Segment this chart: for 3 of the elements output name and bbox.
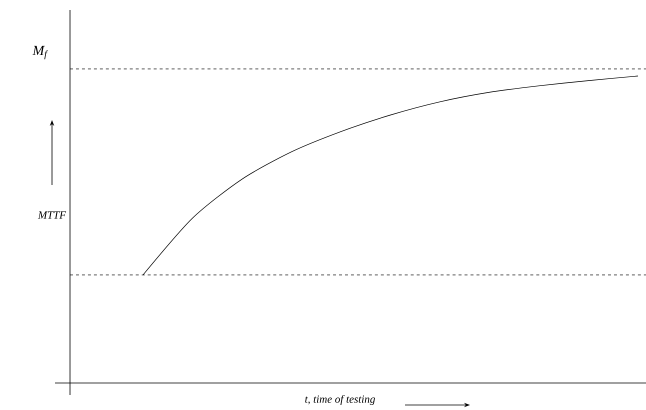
y-axis-title: MTTF — [38, 211, 66, 219]
ref-line-label: M$_{f}$ — [32, 46, 48, 60]
x-axis-title: t, time of testing — [305, 394, 375, 406]
